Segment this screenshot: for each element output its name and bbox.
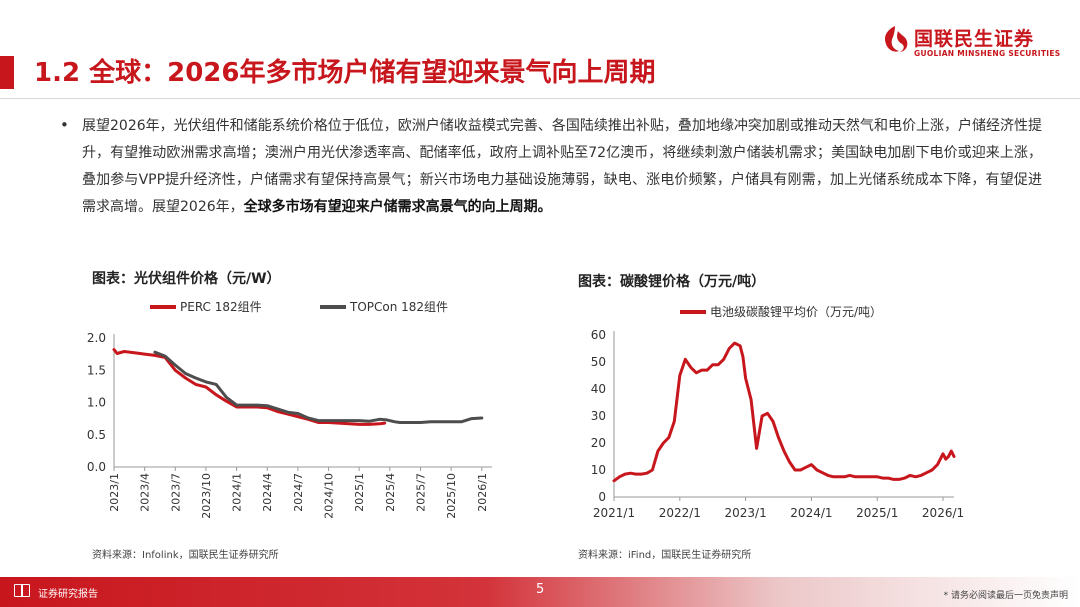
x-tick-label: 2025/4 [384, 473, 397, 512]
x-tick-label: 2023/4 [139, 473, 152, 512]
x-tick-label: 2023/1 [108, 473, 121, 512]
x-tick-label: 2024/4 [261, 473, 274, 512]
summary-bold-text: 全球多市场有望迎来户储需求高景气的向上周期。 [243, 199, 552, 215]
x-tick-label: 2023/10 [200, 473, 213, 519]
slide-title: 1.2 全球：2026年多市场户储有望迎来景气向上周期 [34, 58, 656, 88]
y-tick-label: 20 [591, 436, 606, 450]
title-divider [0, 98, 1080, 99]
page-number: 5 [536, 582, 545, 597]
lithium-price-source: 资料来源：iFind，国联民生证券研究所 [578, 550, 752, 561]
bullet-marker: • [60, 116, 69, 134]
y-tick-label: 30 [591, 409, 606, 423]
x-tick-label: 2021/1 [593, 506, 635, 520]
footer-label: 证券研究报告 [38, 589, 98, 600]
x-tick-label: 2025/7 [414, 473, 427, 512]
legend-label: 电池级碳酸锂平均价（万元/吨） [710, 304, 882, 319]
x-tick-label: 2025/1 [856, 506, 898, 520]
x-tick-label: 2024/1 [231, 473, 244, 512]
y-tick-label: 40 [591, 382, 606, 396]
y-tick-label: 10 [591, 463, 606, 477]
pv-price-source: 资料来源：Infolink，国联民生证券研究所 [92, 550, 279, 561]
series-line [112, 348, 387, 426]
x-tick-label: 2022/1 [659, 506, 701, 520]
x-tick-label: 2023/7 [169, 473, 182, 512]
pv-price-chart: 0.0 0.5 1.0 1.5 2.0 2023/1 2023/4 2023/7 2023/10… [87, 300, 492, 519]
book-icon [14, 584, 30, 597]
x-tick-label: 2024/10 [323, 473, 336, 519]
legend-label: PERC 182组件 [180, 300, 262, 314]
brand-flame-icon [885, 26, 908, 52]
series-line [612, 341, 956, 483]
x-tick-label: 2025/1 [353, 473, 366, 512]
y-tick-label: 0.0 [87, 460, 106, 474]
y-tick-label: 1.5 [87, 363, 106, 377]
pv-price-chart-title: 图表：光伏组件价格（元/W） [92, 271, 281, 287]
x-tick-label: 2024/1 [790, 506, 832, 520]
x-tick-label: 2023/1 [725, 506, 767, 520]
y-tick-label: 0 [598, 490, 606, 504]
x-tick-label: 2026/1 [922, 506, 964, 520]
x-tick-label: 2026/1 [476, 473, 489, 512]
summary-paragraph: 展望2026年，光伏组件和储能系统价格位于低位，欧洲户储收益模式完善、各国陆续推… [82, 113, 1042, 221]
y-tick-label: 50 [591, 355, 606, 369]
lithium-price-chart: 0 10 20 30 40 50 60 2021/1 2022/1 2023/1 2024/1 202… [591, 304, 964, 520]
legend-label: TOPCon 182组件 [349, 300, 448, 314]
brand-logo: 国联民生证券 GUOLIAN MINSHENG SECURITIES [880, 22, 1060, 60]
summary-text: 展望2026年，光伏组件和储能系统价格位于低位，欧洲户储收益模式完善、各国陆续推… [82, 118, 1042, 215]
series-line [153, 350, 484, 424]
title-accent-bar [0, 56, 14, 89]
y-tick-label: 1.0 [87, 396, 106, 410]
disclaimer-text: * 请务必阅读最后一页免责声明 [943, 591, 1068, 601]
y-tick-label: 0.5 [87, 428, 106, 442]
y-tick-label: 2.0 [87, 331, 106, 345]
y-tick-label: 60 [591, 328, 606, 342]
footer-bar: 证券研究报告 5 * 请务必阅读最后一页免责声明 [0, 577, 1080, 607]
x-tick-label: 2025/10 [445, 473, 458, 519]
brand-name-cn: 国联民生证券 [914, 28, 1035, 50]
x-tick-label: 2024/7 [292, 473, 305, 512]
brand-name-en: GUOLIAN MINSHENG SECURITIES [914, 49, 1061, 58]
lithium-price-chart-title: 图表：碳酸锂价格（万元/吨） [578, 274, 766, 290]
